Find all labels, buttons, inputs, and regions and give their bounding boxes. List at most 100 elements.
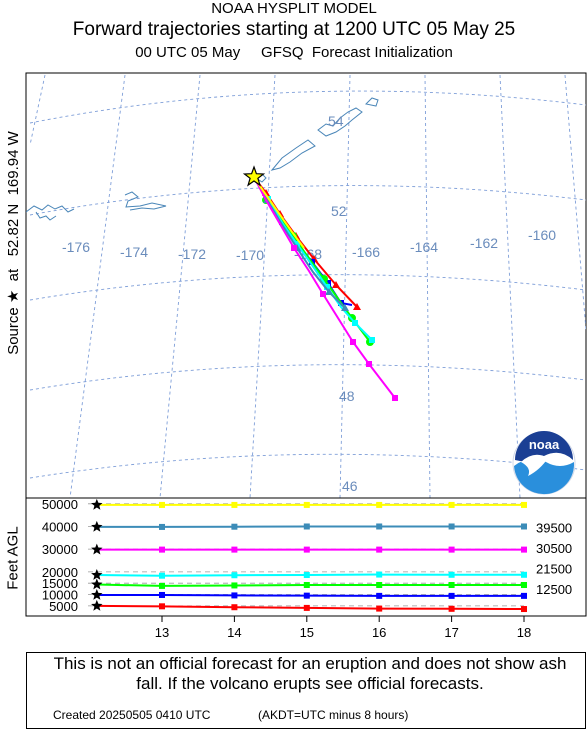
graticule-lat-line <box>29 185 586 216</box>
right-height-label: 21500 <box>536 561 572 576</box>
height-series <box>91 569 527 580</box>
height-series-marker <box>303 501 310 508</box>
height-series-marker <box>303 546 310 553</box>
noaa-logo-text: noaa <box>529 437 560 452</box>
height-series <box>91 543 527 555</box>
height-series-marker <box>448 501 455 508</box>
noaa-logo-sky <box>515 431 573 462</box>
coastline-alaska-peninsula <box>317 107 363 137</box>
model-title: NOAA HYSPLIT MODEL <box>211 0 377 17</box>
coastlines <box>26 97 379 221</box>
lon-label: -170 <box>236 247 264 263</box>
height-series-marker <box>448 592 455 599</box>
height-series-marker <box>159 591 165 598</box>
right-height-label: 12500 <box>536 582 572 597</box>
x-axis: 13 14 15 16 17 18 <box>155 616 531 640</box>
y-tick-label: 30000 <box>42 542 78 557</box>
height-series-marker <box>376 523 383 530</box>
height-series-marker <box>448 571 455 578</box>
x-tick-label: 16 <box>372 625 386 640</box>
height-series-marker <box>231 572 238 579</box>
x-tick-label: 13 <box>155 625 169 640</box>
lon-label: -162 <box>470 235 498 251</box>
coastline-small-island <box>364 97 379 107</box>
x-tick-label: 18 <box>517 625 531 640</box>
height-series-marker <box>521 546 527 553</box>
lon-label: -174 <box>120 244 148 260</box>
height-series-marker <box>376 546 383 553</box>
noaa-logo-gull-icon <box>521 454 548 476</box>
x-tick-label: 15 <box>300 625 314 640</box>
height-series-marker <box>231 582 238 589</box>
height-series-marker <box>231 592 238 599</box>
height-panel-frame <box>25 497 587 617</box>
lat-label: 46 <box>342 478 358 494</box>
height-series-marker <box>521 592 527 599</box>
right-height-label: 39500 <box>536 521 572 536</box>
trajectory-title: Forward trajectories starting at 1200 UT… <box>72 19 516 40</box>
height-series-marker <box>376 571 383 578</box>
y-tick-label: 15000 <box>42 576 78 591</box>
height-start-star-icon <box>91 520 103 532</box>
height-series-marker <box>159 546 165 553</box>
trajectory-yellow <box>253 176 305 249</box>
graticule-lon-line <box>159 74 201 498</box>
disclaimer-box <box>26 652 586 729</box>
lon-label: -172 <box>178 246 206 262</box>
noaa-logo: noaa <box>512 431 576 495</box>
height-series-marker <box>376 592 383 599</box>
height-series-marker <box>521 501 527 508</box>
lat-label: 48 <box>339 388 355 404</box>
map-labels: -176 -174 -172 -170 -168 -166 -164 -162 … <box>62 113 556 494</box>
height-series-marker <box>231 604 238 611</box>
graticule-lat-line <box>29 274 586 301</box>
graticule-lon-line <box>564 74 586 331</box>
trajectory-cyan <box>253 176 375 343</box>
height-series-marker <box>521 571 527 578</box>
height-series-marker <box>231 523 238 530</box>
height-series-marker <box>159 572 165 579</box>
y-tick-label: 5000 <box>49 599 78 614</box>
height-series-marker <box>521 523 527 530</box>
height-series-marker <box>231 501 238 508</box>
height-start-star-icon <box>91 589 103 600</box>
height-start-star-icon <box>91 543 103 555</box>
height-series-marker <box>448 581 455 588</box>
height-series <box>91 589 527 600</box>
meteo-subtitle: 00 UTC 05 May GFSQ Forecast Initializati… <box>135 44 453 61</box>
height-series-marker <box>376 605 383 612</box>
x-tick-label: 14 <box>227 625 241 640</box>
height-series-marker <box>376 501 383 508</box>
lon-label: -176 <box>62 239 90 255</box>
height-series-marker <box>159 582 165 589</box>
map-frame <box>25 72 587 499</box>
height-series <box>91 599 527 613</box>
graticule-lon-line <box>339 74 351 498</box>
graticule-lon-line <box>249 74 276 498</box>
y-tick-label: 40000 <box>42 519 78 534</box>
coastline-central-islands <box>124 191 167 211</box>
graticule-lat-line <box>29 90 586 124</box>
height-series <box>91 498 527 510</box>
lon-label: -166 <box>352 244 380 260</box>
height-series-marker <box>448 546 455 553</box>
height-series-marker <box>303 592 310 599</box>
height-series-marker <box>303 581 310 588</box>
y-tick-label: 20000 <box>42 565 78 580</box>
created-timestamp: Created 20250505 0410 UTC <box>53 708 211 722</box>
height-start-star-icon <box>91 599 103 611</box>
height-series-marker <box>521 606 527 613</box>
height-series-marker <box>448 605 455 612</box>
trajectory-magenta <box>253 176 398 401</box>
height-series-marker <box>159 603 165 610</box>
trajectory-paths <box>253 176 398 401</box>
height-series-marker <box>303 572 310 579</box>
graticule-lon-line <box>29 74 46 146</box>
figure-canvas: -176 -174 -172 -170 -168 -166 -164 -162 … <box>25 72 587 640</box>
graticule-lon-line <box>499 74 521 498</box>
height-series-marker <box>376 581 383 588</box>
coastline-western-islands <box>35 211 57 221</box>
lat-label: 52 <box>331 203 347 219</box>
lon-label: -164 <box>410 239 438 255</box>
